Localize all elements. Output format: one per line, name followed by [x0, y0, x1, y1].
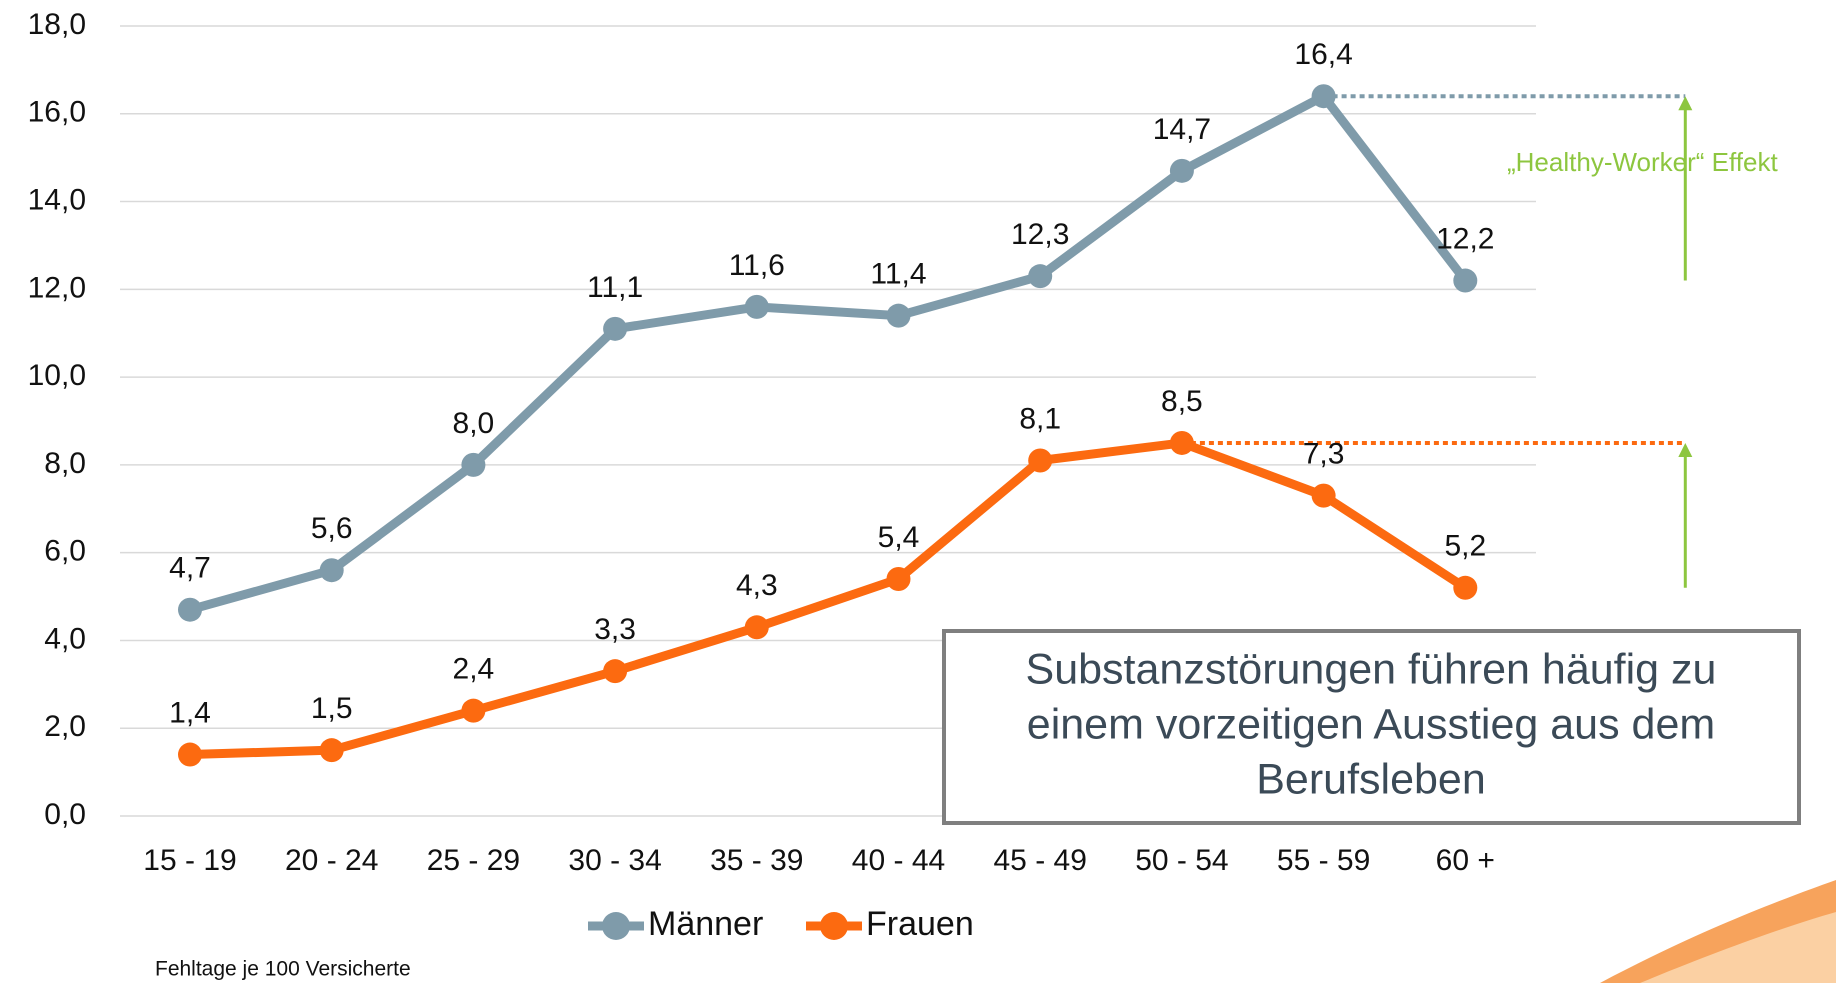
point	[319, 738, 344, 763]
point	[178, 742, 202, 767]
data-label: 1,4	[169, 696, 211, 729]
data-label: 16,4	[1294, 38, 1352, 71]
point	[1028, 448, 1053, 473]
y-tick-label: 16,0	[28, 96, 86, 129]
x-tick-label: 45 - 49	[993, 844, 1086, 877]
decoration	[1640, 912, 1836, 983]
legend-marker	[820, 912, 848, 940]
data-label: 5,4	[878, 521, 920, 554]
legend-marker	[602, 912, 630, 940]
legend-label: Frauen	[866, 905, 974, 943]
data-label: 3,3	[594, 613, 636, 646]
callout-text: einem vorzeitigen Ausstieg aus dem	[1027, 700, 1715, 748]
data-label: 4,3	[736, 569, 778, 602]
y-tick-label: 18,0	[28, 8, 86, 41]
point	[178, 597, 202, 622]
annotation: „Healthy-Worker“ Effekt	[1507, 147, 1778, 177]
legend-label: Männer	[648, 905, 763, 943]
point	[1311, 84, 1336, 109]
point	[1169, 430, 1194, 455]
y-tick-label: 4,0	[44, 622, 86, 655]
data-label: 5,6	[311, 512, 353, 545]
point	[461, 452, 486, 477]
point	[886, 303, 911, 328]
data-label: 4,7	[169, 552, 211, 585]
footnote: Fehltage je 100 Versicherte	[155, 958, 411, 981]
arrow-head	[1678, 96, 1693, 111]
data-label: 8,5	[1161, 385, 1203, 418]
x-tick-label: 20 - 24	[285, 844, 378, 877]
point	[1453, 268, 1478, 293]
y-tick-label: 2,0	[44, 710, 86, 743]
y-tick-label: 14,0	[28, 183, 86, 216]
x-tick-label: 40 - 44	[852, 844, 945, 877]
y-tick-label: 10,0	[28, 359, 86, 392]
data-label: 14,7	[1153, 113, 1211, 146]
point	[319, 558, 344, 583]
data-label: 12,2	[1436, 222, 1494, 255]
callout-box	[942, 629, 1801, 825]
point	[603, 316, 628, 341]
y-tick-label: 0,0	[44, 798, 86, 831]
data-label: 12,3	[1011, 218, 1069, 251]
data-label: 8,0	[453, 407, 495, 440]
data-label: 11,6	[729, 249, 785, 282]
point	[1169, 158, 1194, 183]
x-tick-label: 15 - 19	[143, 844, 236, 877]
data-label: 1,5	[311, 692, 353, 725]
point	[1311, 483, 1336, 508]
data-label: 8,1	[1019, 402, 1061, 435]
x-tick-label: 60 +	[1436, 844, 1495, 877]
y-tick-label: 8,0	[44, 447, 86, 480]
line	[188, 91, 1469, 615]
x-tick-label: 50 - 54	[1135, 844, 1228, 877]
data-label: 5,2	[1444, 530, 1486, 563]
x-tick-label: 30 - 34	[568, 844, 661, 877]
data-label: 11,1	[587, 271, 643, 304]
callout-text: Berufsleben	[1256, 755, 1486, 803]
x-tick-label: 25 - 29	[427, 844, 520, 877]
point	[603, 659, 628, 684]
y-tick-label: 6,0	[44, 535, 86, 568]
point	[1028, 264, 1053, 289]
arrow-head	[1678, 442, 1693, 457]
y-tick-label: 12,0	[28, 271, 86, 304]
x-tick-label: 35 - 39	[710, 844, 803, 877]
point	[1453, 575, 1478, 600]
data-label: 7,3	[1303, 438, 1345, 471]
data-label: 2,4	[453, 653, 495, 686]
point	[461, 698, 486, 723]
line	[189, 438, 1468, 760]
point	[744, 294, 769, 319]
data-label: 11,4	[870, 258, 926, 291]
point	[744, 615, 769, 640]
point	[886, 567, 911, 591]
x-tick-label: 55 - 59	[1277, 844, 1370, 877]
callout-text: Substanzstörungen führen häufig zu	[1026, 645, 1717, 693]
